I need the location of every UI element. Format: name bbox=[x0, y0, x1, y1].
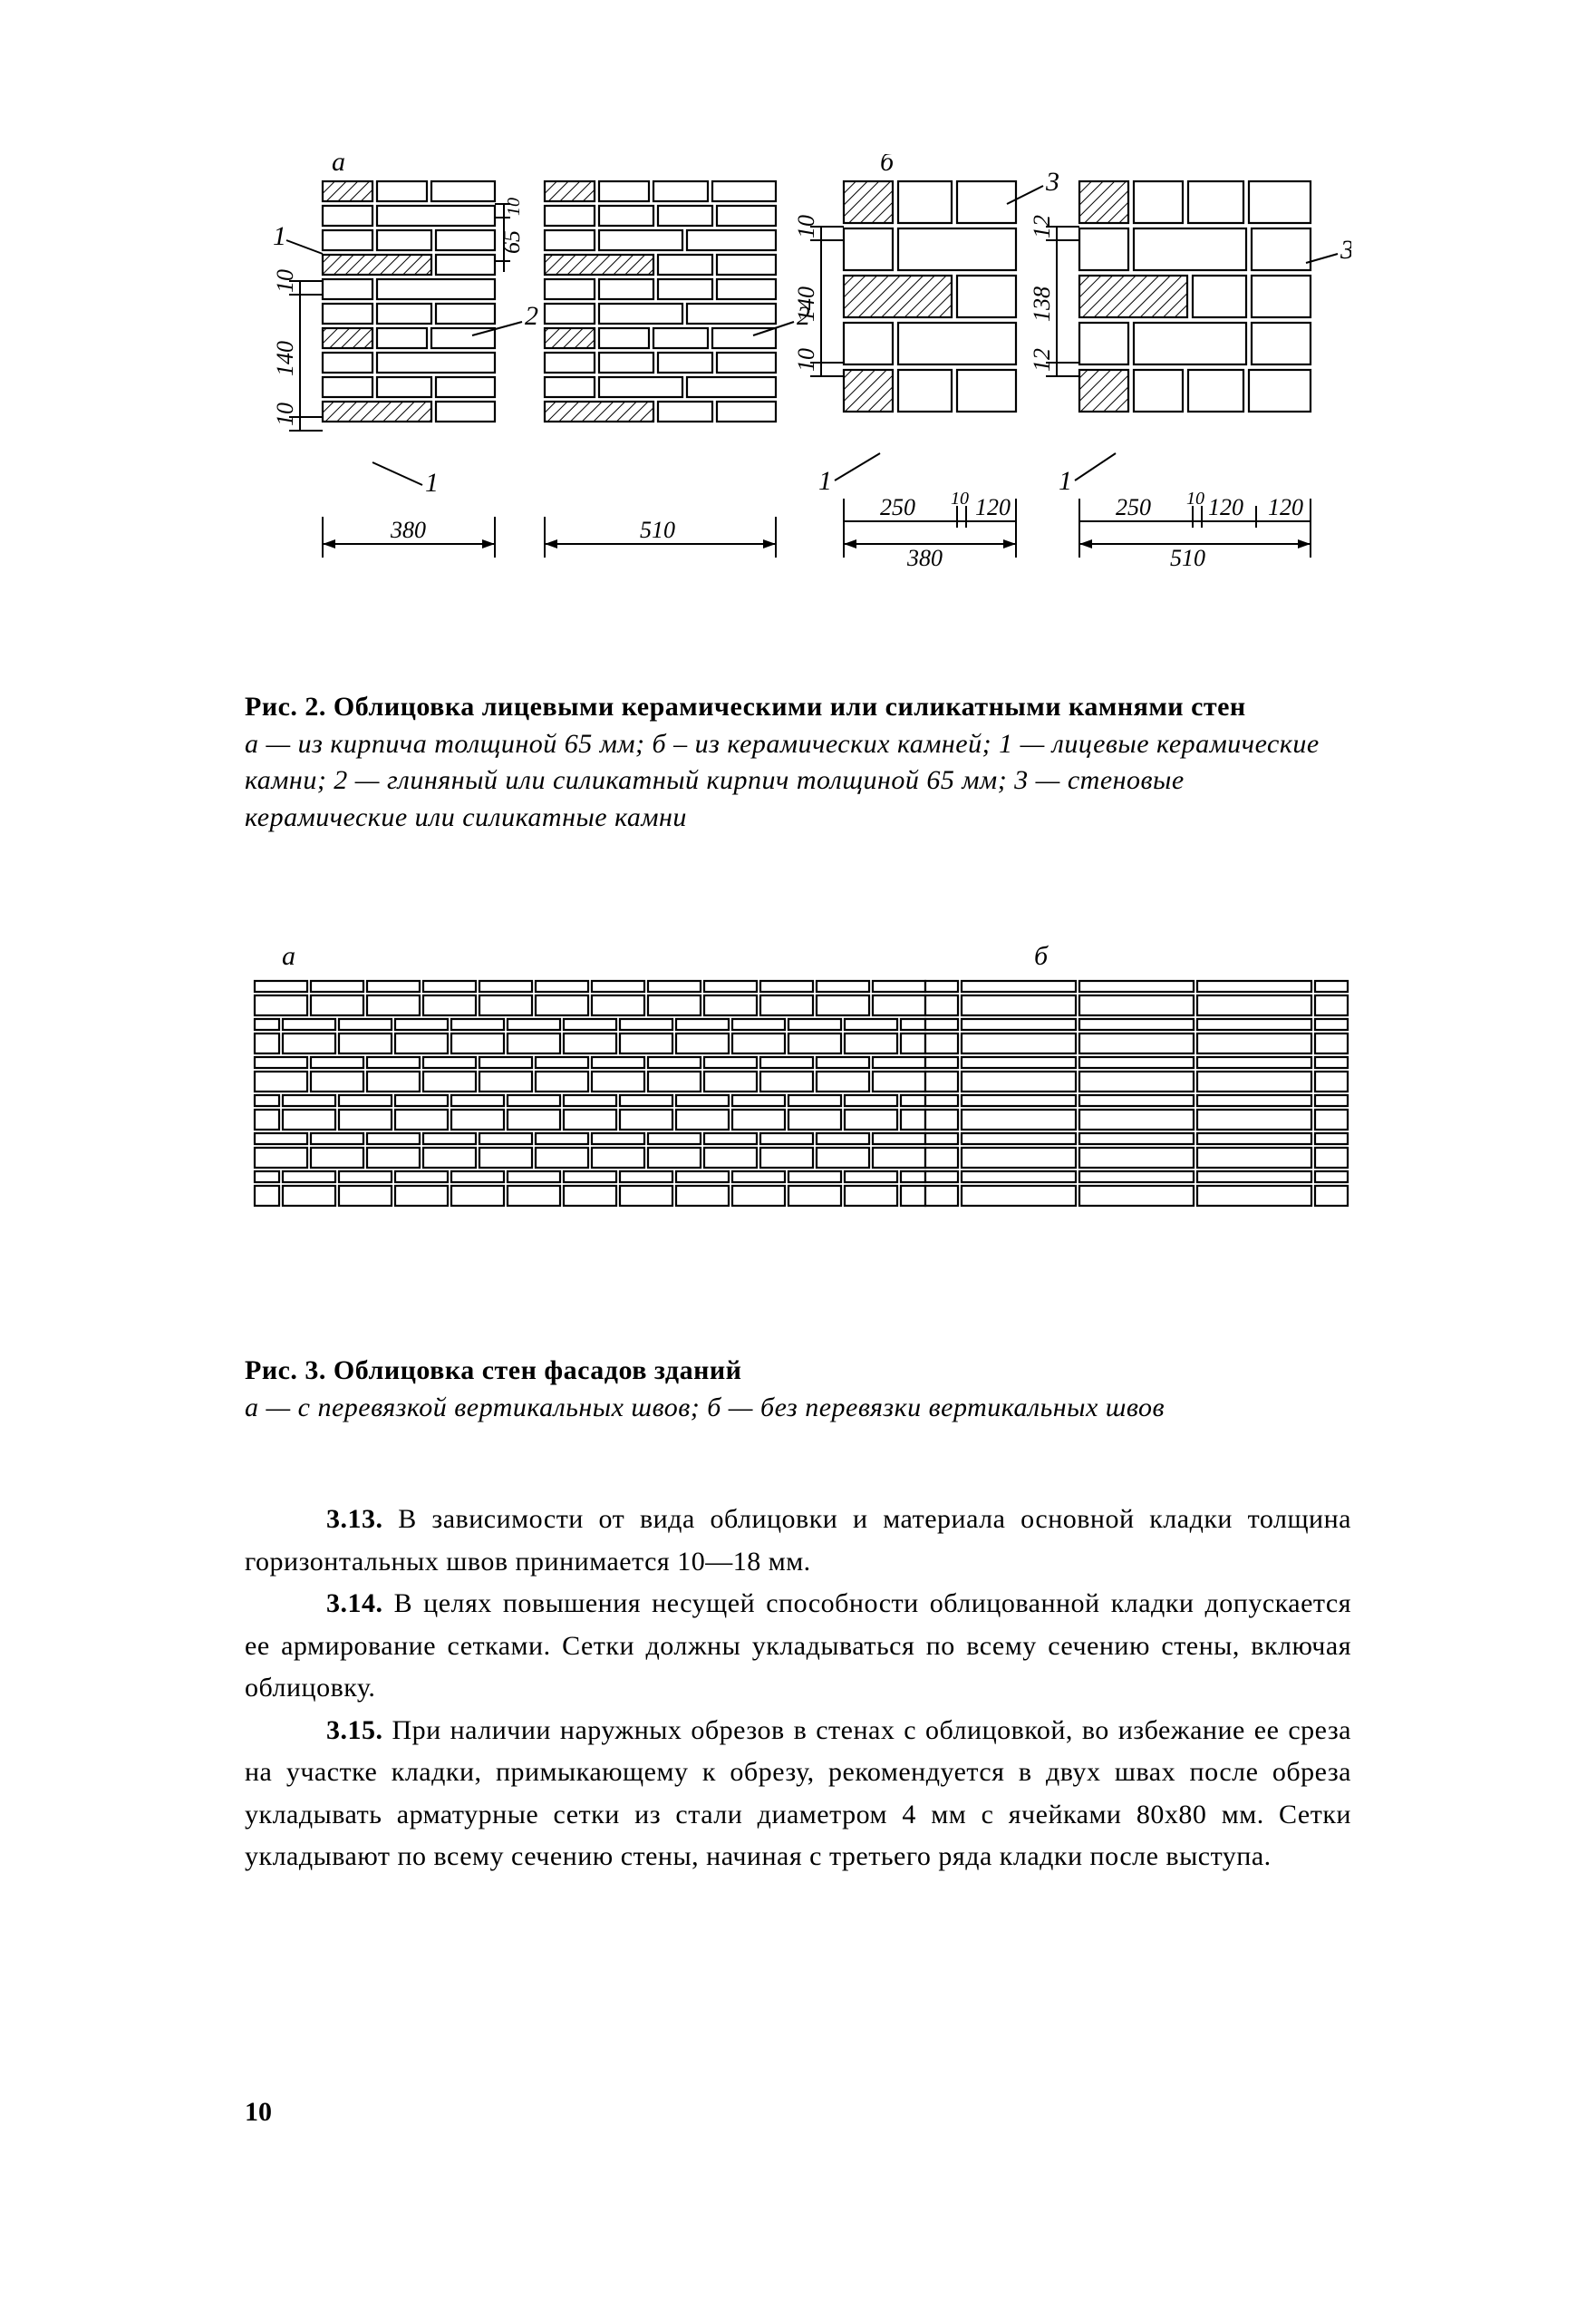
dim-b2: 250 10 120 120 510 bbox=[1079, 489, 1311, 571]
para-text: При наличии наружных обрезов в стенах с … bbox=[245, 1715, 1351, 1872]
dim-b2-vert: 12 138 12 bbox=[1029, 215, 1079, 376]
svg-text:1: 1 bbox=[273, 221, 286, 251]
para-num: 3.15. bbox=[326, 1715, 383, 1745]
figure-2-title: Рис. 2. Облицовка лицевыми керамическими… bbox=[245, 692, 1246, 722]
svg-text:1: 1 bbox=[1059, 466, 1072, 496]
svg-text:120: 120 bbox=[1208, 494, 1243, 520]
dim-b1: 250 10 120 380 bbox=[844, 489, 1016, 571]
svg-text:2: 2 bbox=[797, 301, 810, 331]
svg-text:510: 510 bbox=[640, 517, 675, 543]
svg-text:3: 3 bbox=[1045, 167, 1059, 197]
para-3-14: 3.14. В целях повышения несущей способно… bbox=[245, 1583, 1351, 1710]
fig2-label-a: а bbox=[332, 154, 345, 177]
svg-text:3: 3 bbox=[1340, 235, 1351, 265]
svg-text:120: 120 bbox=[1268, 494, 1303, 520]
svg-text:120: 120 bbox=[975, 494, 1011, 520]
para-num: 3.14. bbox=[326, 1588, 383, 1618]
figure-3-title: Рис. 3. Облицовка стен фасадов зданий bbox=[245, 1355, 741, 1385]
svg-text:1: 1 bbox=[818, 466, 832, 496]
svg-text:250: 250 bbox=[1116, 494, 1151, 520]
figure-2-desc: а — из кирпича толщиной 65 мм; б – из ке… bbox=[245, 729, 1320, 832]
para-3-13: 3.13. В зависимости от вида облицовки и … bbox=[245, 1499, 1351, 1583]
svg-text:10: 10 bbox=[272, 269, 298, 293]
svg-text:10: 10 bbox=[504, 198, 524, 216]
para-text: В целях повышения несущей способности об… bbox=[245, 1588, 1351, 1703]
para-num: 3.13. bbox=[326, 1504, 383, 1534]
svg-text:10: 10 bbox=[951, 489, 969, 509]
figure-3-caption: Рис. 3. Облицовка стен фасадов зданий а … bbox=[245, 1353, 1351, 1426]
svg-text:12: 12 bbox=[1029, 215, 1055, 238]
figure-3-diagram: а б bbox=[246, 945, 1351, 1307]
svg-text:1: 1 bbox=[425, 468, 439, 498]
svg-text:380: 380 bbox=[906, 545, 943, 571]
svg-text:510: 510 bbox=[1170, 545, 1205, 571]
svg-text:10: 10 bbox=[272, 403, 298, 426]
para-text: В зависимости от вида облицовки и матери… bbox=[245, 1504, 1351, 1577]
figure-3: а б Рис. 3. Облицовка стен фасадов здани… bbox=[245, 945, 1351, 1426]
fig3-label-a: а bbox=[282, 945, 295, 971]
dim-510: 510 bbox=[545, 517, 776, 558]
svg-text:380: 380 bbox=[390, 517, 426, 543]
dim-380: 380 bbox=[323, 517, 495, 558]
svg-text:250: 250 bbox=[880, 494, 915, 520]
svg-text:138: 138 bbox=[1029, 286, 1055, 322]
para-3-15: 3.15. При наличии наружных обрезов в сте… bbox=[245, 1710, 1351, 1878]
svg-text:10: 10 bbox=[793, 215, 819, 238]
dim-a-65: 10 65 bbox=[495, 198, 525, 272]
fig3-label-b: б bbox=[1034, 945, 1049, 971]
svg-text:140: 140 bbox=[272, 341, 298, 376]
svg-text:2: 2 bbox=[525, 301, 538, 331]
svg-text:10: 10 bbox=[1186, 489, 1204, 509]
svg-text:10: 10 bbox=[793, 348, 819, 372]
page-number: 10 bbox=[245, 2097, 272, 2128]
fig2-label-b: б bbox=[880, 154, 895, 177]
body-text: 3.13. В зависимости от вида облицовки и … bbox=[245, 1499, 1351, 1878]
document-page: а б 380 510 bbox=[0, 0, 1596, 2300]
dim-a-vert: 10 140 10 bbox=[272, 269, 323, 431]
dim-b1-vert: 10 140 10 bbox=[793, 215, 844, 376]
figure-3-desc: а — с перевязкой вертикальных швов; б — … bbox=[245, 1393, 1165, 1422]
figure-2-diagram: а б 380 510 bbox=[246, 154, 1351, 626]
svg-text:65: 65 bbox=[498, 230, 525, 254]
svg-text:12: 12 bbox=[1029, 348, 1055, 372]
figure-2-caption: Рис. 2. Облицовка лицевыми керамическими… bbox=[245, 689, 1351, 836]
figure-2: а б 380 510 bbox=[245, 154, 1351, 836]
